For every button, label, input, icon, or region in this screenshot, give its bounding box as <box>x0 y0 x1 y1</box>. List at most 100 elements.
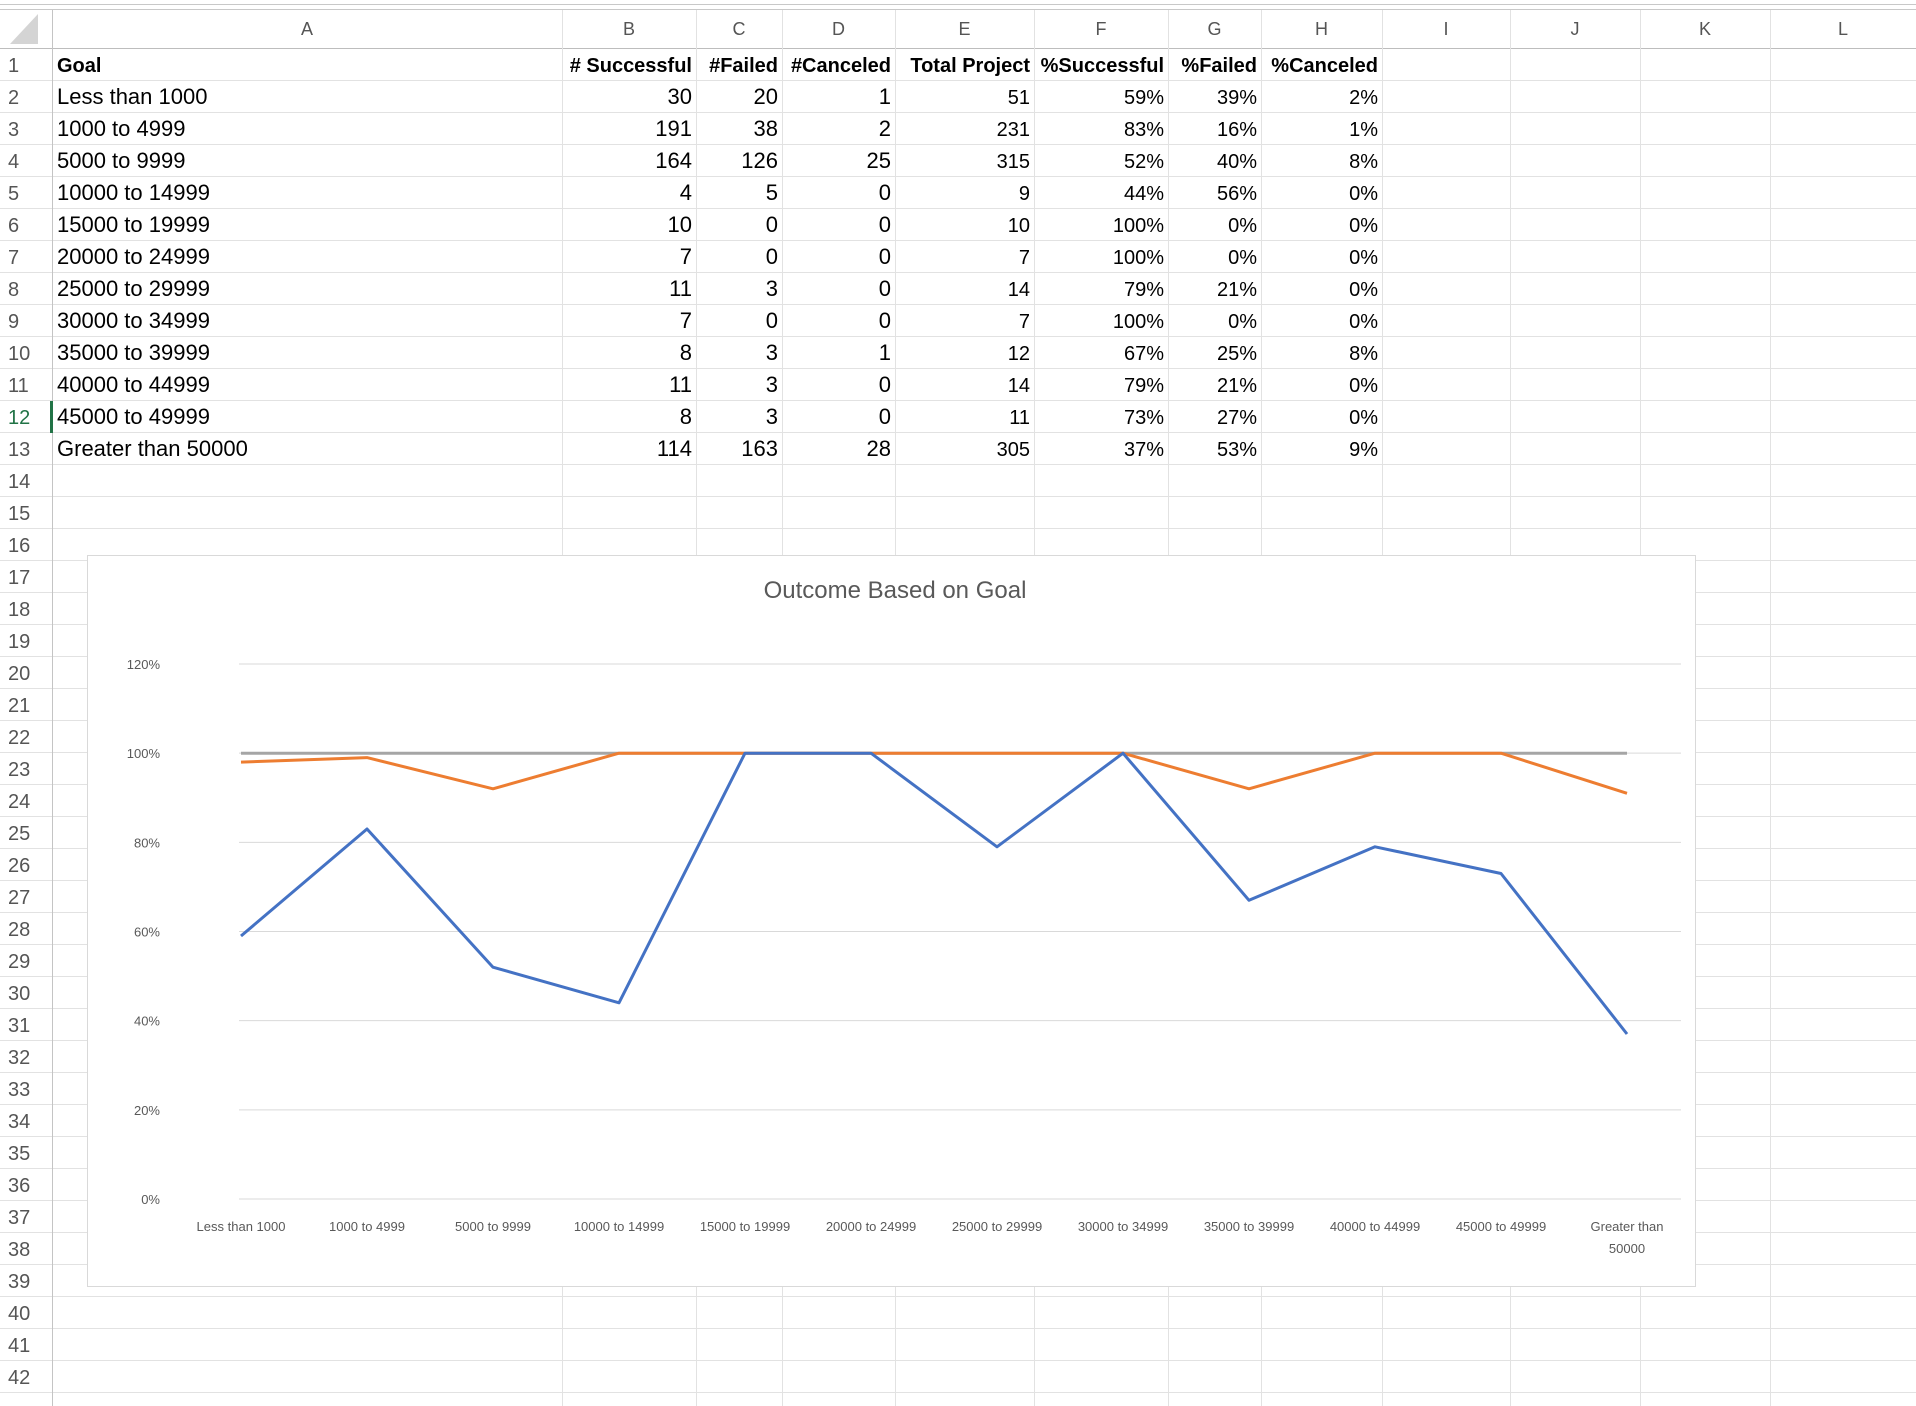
value-cell[interactable]: 79% <box>1124 375 1164 397</box>
value-cell[interactable]: 38 <box>754 116 778 141</box>
value-cell[interactable]: 8% <box>1349 151 1378 173</box>
value-cell[interactable]: 1 <box>879 84 891 109</box>
row-header[interactable]: 18 <box>8 599 30 621</box>
select-all-icon[interactable] <box>10 14 38 44</box>
row-header[interactable]: 8 <box>8 279 19 301</box>
value-cell[interactable]: 11 <box>669 276 692 301</box>
row-header[interactable]: 13 <box>8 439 30 461</box>
value-cell[interactable]: 51 <box>1008 87 1030 109</box>
value-cell[interactable]: 100% <box>1113 247 1164 269</box>
row-header[interactable]: 7 <box>8 247 19 269</box>
value-cell[interactable]: 11 <box>669 372 692 397</box>
goal-cell[interactable]: 30000 to 34999 <box>57 308 210 333</box>
row-header[interactable]: 3 <box>8 119 19 141</box>
value-cell[interactable]: 0% <box>1349 407 1378 429</box>
value-cell[interactable]: 3 <box>766 340 778 365</box>
value-cell[interactable]: 0% <box>1349 215 1378 237</box>
row-header[interactable]: 29 <box>8 951 30 973</box>
goal-cell[interactable]: 1000 to 4999 <box>57 116 185 141</box>
value-cell[interactable]: 21% <box>1217 375 1257 397</box>
value-cell[interactable]: 100% <box>1113 215 1164 237</box>
value-cell[interactable]: 0 <box>879 308 891 333</box>
value-cell[interactable]: 0% <box>1228 247 1257 269</box>
value-cell[interactable]: 9% <box>1349 439 1378 461</box>
row-header[interactable]: 11 <box>8 375 29 397</box>
row-header[interactable]: 28 <box>8 919 30 941</box>
goal-cell[interactable]: 35000 to 39999 <box>57 340 210 365</box>
value-cell[interactable]: 0 <box>766 244 778 269</box>
value-cell[interactable]: 40% <box>1217 151 1257 173</box>
value-cell[interactable]: 10 <box>668 212 692 237</box>
value-cell[interactable]: 8 <box>680 340 692 365</box>
row-header[interactable]: 39 <box>8 1271 30 1293</box>
row-header[interactable]: 20 <box>8 663 30 685</box>
value-cell[interactable]: 9 <box>1019 183 1030 205</box>
row-header[interactable]: 2 <box>8 87 19 109</box>
value-cell[interactable]: 14 <box>1008 279 1030 301</box>
value-cell[interactable]: 1% <box>1349 119 1378 141</box>
value-cell[interactable]: 14 <box>1008 375 1030 397</box>
row-header[interactable]: 31 <box>8 1015 30 1037</box>
value-cell[interactable]: 0 <box>766 308 778 333</box>
goal-cell[interactable]: 10000 to 14999 <box>57 180 210 205</box>
value-cell[interactable]: 28 <box>867 436 891 461</box>
row-header[interactable]: 36 <box>8 1175 30 1197</box>
value-cell[interactable]: 164 <box>655 148 692 173</box>
value-cell[interactable]: 0% <box>1349 247 1378 269</box>
row-header[interactable]: 37 <box>8 1207 30 1229</box>
value-cell[interactable]: 100% <box>1113 311 1164 333</box>
row-header[interactable]: 21 <box>8 695 30 717</box>
value-cell[interactable]: 0% <box>1228 311 1257 333</box>
row-header[interactable]: 30 <box>8 983 30 1005</box>
row-header[interactable]: 35 <box>8 1143 30 1165</box>
goal-cell[interactable]: 45000 to 49999 <box>57 404 210 429</box>
row-header[interactable]: 12 <box>8 407 30 429</box>
row-header[interactable]: 17 <box>8 567 30 589</box>
value-cell[interactable]: 114 <box>657 436 692 461</box>
row-header[interactable]: 10 <box>8 343 30 365</box>
value-cell[interactable]: 37% <box>1124 439 1164 461</box>
value-cell[interactable]: 1 <box>879 340 891 365</box>
value-cell[interactable]: 16% <box>1217 119 1257 141</box>
value-cell[interactable]: 315 <box>997 151 1030 173</box>
series-line-1[interactable] <box>240 751 1628 795</box>
value-cell[interactable]: 7 <box>680 308 692 333</box>
value-cell[interactable]: 191 <box>655 116 692 141</box>
goal-cell[interactable]: 20000 to 24999 <box>57 244 210 269</box>
value-cell[interactable]: 0% <box>1349 183 1378 205</box>
row-header[interactable]: 23 <box>8 759 30 781</box>
value-cell[interactable]: 0% <box>1228 215 1257 237</box>
row-header[interactable]: 24 <box>8 791 30 813</box>
value-cell[interactable]: 27% <box>1217 407 1257 429</box>
value-cell[interactable]: 0% <box>1349 375 1378 397</box>
row-header[interactable]: 40 <box>8 1303 30 1325</box>
row-header[interactable]: 1 <box>8 55 19 77</box>
value-cell[interactable]: 0% <box>1349 279 1378 301</box>
value-cell[interactable]: 10 <box>1008 215 1030 237</box>
row-header[interactable]: 9 <box>8 311 19 333</box>
value-cell[interactable]: 11 <box>1009 407 1030 429</box>
value-cell[interactable]: 0 <box>879 180 891 205</box>
value-cell[interactable]: 59% <box>1124 87 1164 109</box>
chart-outcome-based-on-goal[interactable]: Outcome Based on Goal 0% 20% 40% 60% 80% 100% 1… <box>87 555 1696 1287</box>
value-cell[interactable]: 7 <box>1019 311 1030 333</box>
goal-cell[interactable]: 40000 to 44999 <box>57 372 210 397</box>
value-cell[interactable]: 30 <box>668 84 692 109</box>
row-header[interactable]: 14 <box>8 471 30 493</box>
row-header[interactable]: 22 <box>8 727 30 749</box>
value-cell[interactable]: 0 <box>879 212 891 237</box>
value-cell[interactable]: 305 <box>997 439 1030 461</box>
value-cell[interactable]: 231 <box>997 119 1030 141</box>
value-cell[interactable]: 163 <box>741 436 778 461</box>
value-cell[interactable]: 3 <box>766 404 778 429</box>
value-cell[interactable]: 44% <box>1124 183 1164 205</box>
value-cell[interactable]: 2% <box>1349 87 1378 109</box>
value-cell[interactable]: 0 <box>879 276 891 301</box>
row-header[interactable]: 15 <box>8 503 30 525</box>
row-header[interactable]: 26 <box>8 855 30 877</box>
value-cell[interactable]: 0 <box>879 244 891 269</box>
value-cell[interactable]: 21% <box>1217 279 1257 301</box>
value-cell[interactable]: 7 <box>680 244 692 269</box>
goal-cell[interactable]: 15000 to 19999 <box>57 212 210 237</box>
value-cell[interactable]: 7 <box>1019 247 1030 269</box>
